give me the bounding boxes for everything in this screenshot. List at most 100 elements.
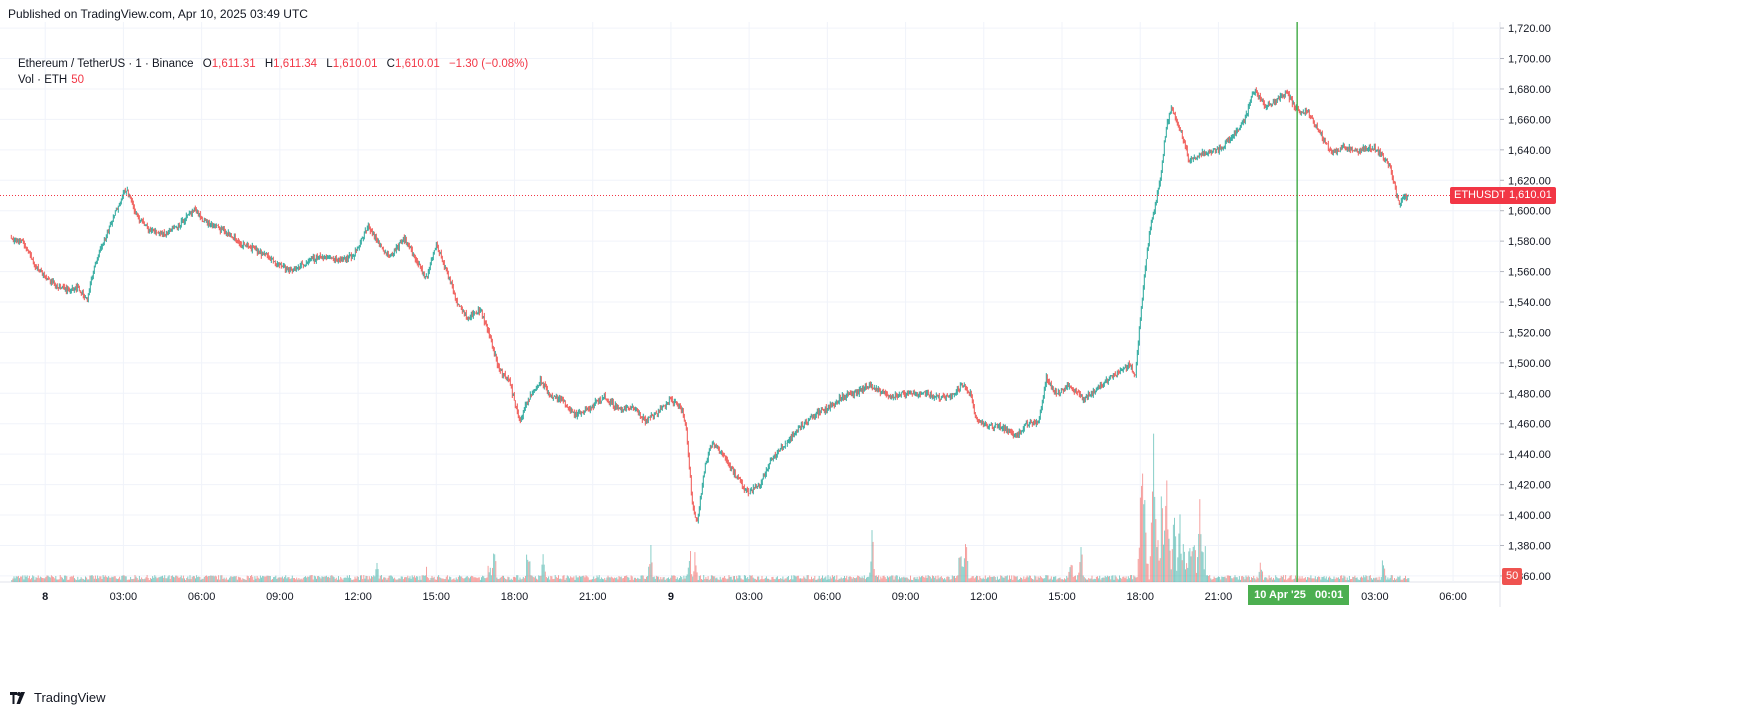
volume-bar [465,576,467,582]
volume-bar [971,576,973,582]
volume-bar [642,575,644,582]
volume-bar [998,579,1000,582]
price-axis-label: 1,580.00 [1508,236,1551,248]
volume-bar [536,578,538,582]
volume-bar [652,577,654,582]
volume-bar [1216,577,1218,582]
volume-bar [477,577,479,582]
volume-bar [1270,577,1272,582]
volume-bar [1128,578,1130,582]
volume-bar [285,575,287,582]
legend-ohlc-row: Ethereum / TetherUS · 1 · Binance O1,611… [18,56,528,72]
volume-bar [1133,575,1135,582]
time-axis-label: 18:00 [501,591,529,603]
volume-bar [290,578,292,582]
volume-bar [356,576,358,582]
volume-bar [732,576,734,582]
volume-bar [973,578,975,582]
volume-bar [672,575,674,582]
volume-bar [985,578,987,582]
volume-bar [943,579,945,582]
volume-bar [1234,575,1236,582]
volume-bar [705,577,707,582]
volume-bar [1214,577,1216,582]
volume-bar [687,567,689,582]
volume-bar [1182,544,1184,582]
volume-bar [1185,569,1187,582]
volume-bar [1017,579,1019,582]
volume-bar [497,578,499,582]
volume-bar [355,578,357,582]
volume-bar [574,579,576,582]
volume-bar [439,577,441,582]
volume-bar [226,579,228,582]
volume-bar [253,579,255,582]
volume-bar [871,530,873,582]
volume-bar [1231,578,1233,582]
price-chart[interactable]: 1,720.00 1,700.00 1,680.00 1,660.00 1,640.00… [0,22,1755,685]
volume-bar [516,575,518,582]
volume-bar [904,577,906,582]
volume-bar [145,577,147,582]
volume-bar [1015,576,1017,582]
volume-bar [679,578,681,582]
volume-bar [1168,538,1170,582]
footer-branding[interactable]: TradingView [10,690,106,705]
volume-bar [886,576,888,582]
volume-bar [952,576,954,582]
volume-bar [1326,579,1328,582]
volume-bar [247,576,249,582]
volume-bar [1389,577,1391,582]
volume-bar [562,575,564,582]
volume-bar [435,579,437,582]
volume-bar [1314,576,1316,582]
volume-bar [404,577,406,582]
volume-bar [509,579,511,582]
volume-bar [1271,579,1273,582]
volume-bar [504,577,506,582]
volume-bar [440,577,442,582]
volume-bar [1204,546,1206,582]
legend-low-value: 1,610.01 [332,58,378,70]
volume-bar [1094,578,1096,582]
legend-volume-label[interactable]: Vol · ETH [18,74,68,86]
volume-bar [532,576,534,582]
volume-bar [1037,576,1039,582]
volume-bar [1321,576,1323,582]
volume-bar [878,575,880,582]
volume-bar [1119,575,1121,582]
time-axis-label: 21:00 [579,591,607,603]
volume-bar [835,579,837,582]
chart-frame[interactable]: 1,720.00 1,700.00 1,680.00 1,660.00 1,640.00… [0,22,1755,685]
legend-symbol[interactable]: Ethereum / TetherUS · 1 · Binance [18,58,194,70]
volume-bar [905,577,907,582]
volume-bar [1268,575,1270,582]
volume-bar [100,576,102,582]
volume-bar [1300,578,1302,582]
volume-bar [1292,579,1294,582]
last-price-value-tag: 1,610.01 [1505,187,1556,205]
volume-bar [1070,564,1072,582]
volume-bar [61,577,63,582]
volume-bar [1352,576,1354,582]
volume-bar [417,576,419,582]
volume-bar [427,577,429,582]
volume-bar [618,575,620,582]
volume-bar [41,577,43,582]
volume-bar [1241,576,1243,582]
volume-bar [116,578,118,582]
volume-bar [461,576,463,582]
volume-bar [1291,579,1293,582]
time-axis-label: 09:00 [892,591,920,603]
volume-bar [1263,579,1265,582]
volume-bar [661,579,663,582]
volume-bar [805,578,807,582]
volume-bar [740,578,742,582]
volume-bar [344,577,346,582]
volume-bar [1243,577,1245,582]
volume-bar [180,575,182,582]
volume-bar [159,576,161,582]
volume-bar [341,578,343,582]
volume-bar [857,575,859,582]
volume-bar [957,575,959,582]
